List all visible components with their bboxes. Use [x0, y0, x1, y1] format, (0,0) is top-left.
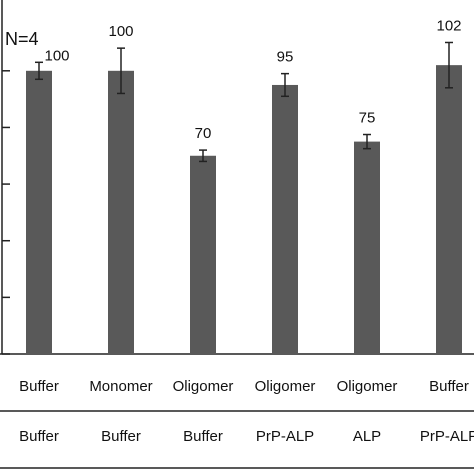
x-tick-label: Oligomer — [255, 378, 316, 395]
value-label: 70 — [195, 125, 212, 142]
x-group-label: Buffer — [19, 428, 59, 445]
error-bar — [281, 72, 289, 98]
value-label: 75 — [359, 109, 376, 126]
error-bar — [199, 149, 207, 163]
x-tick-label: Buffer — [19, 378, 59, 395]
value-label: 95 — [277, 49, 294, 66]
error-bar — [445, 41, 453, 89]
bar — [190, 155, 216, 354]
value-label: 100 — [108, 23, 133, 40]
error-bar — [363, 133, 371, 150]
bar — [26, 70, 52, 355]
x-group-label: PrP-ALP — [256, 428, 314, 445]
x-tick-label: Buffer — [429, 378, 469, 395]
x-group-label: Buffer — [183, 428, 223, 445]
annotation: N=4 — [5, 29, 39, 49]
value-label: 100 — [44, 47, 69, 64]
error-bar — [35, 61, 43, 81]
error-bar — [117, 47, 125, 95]
x-tick-label: Oligomer — [337, 378, 398, 395]
bar — [108, 70, 134, 355]
bar — [436, 65, 462, 355]
x-tick-label: Monomer — [89, 378, 152, 395]
x-group-label: PrP-ALP — [420, 428, 474, 445]
value-label: 102 — [436, 17, 461, 34]
x-group-label: ALP — [353, 428, 381, 445]
x-tick-label: Oligomer — [173, 378, 234, 395]
x-group-label: Buffer — [101, 428, 141, 445]
bar — [354, 141, 380, 354]
bar — [272, 84, 298, 355]
